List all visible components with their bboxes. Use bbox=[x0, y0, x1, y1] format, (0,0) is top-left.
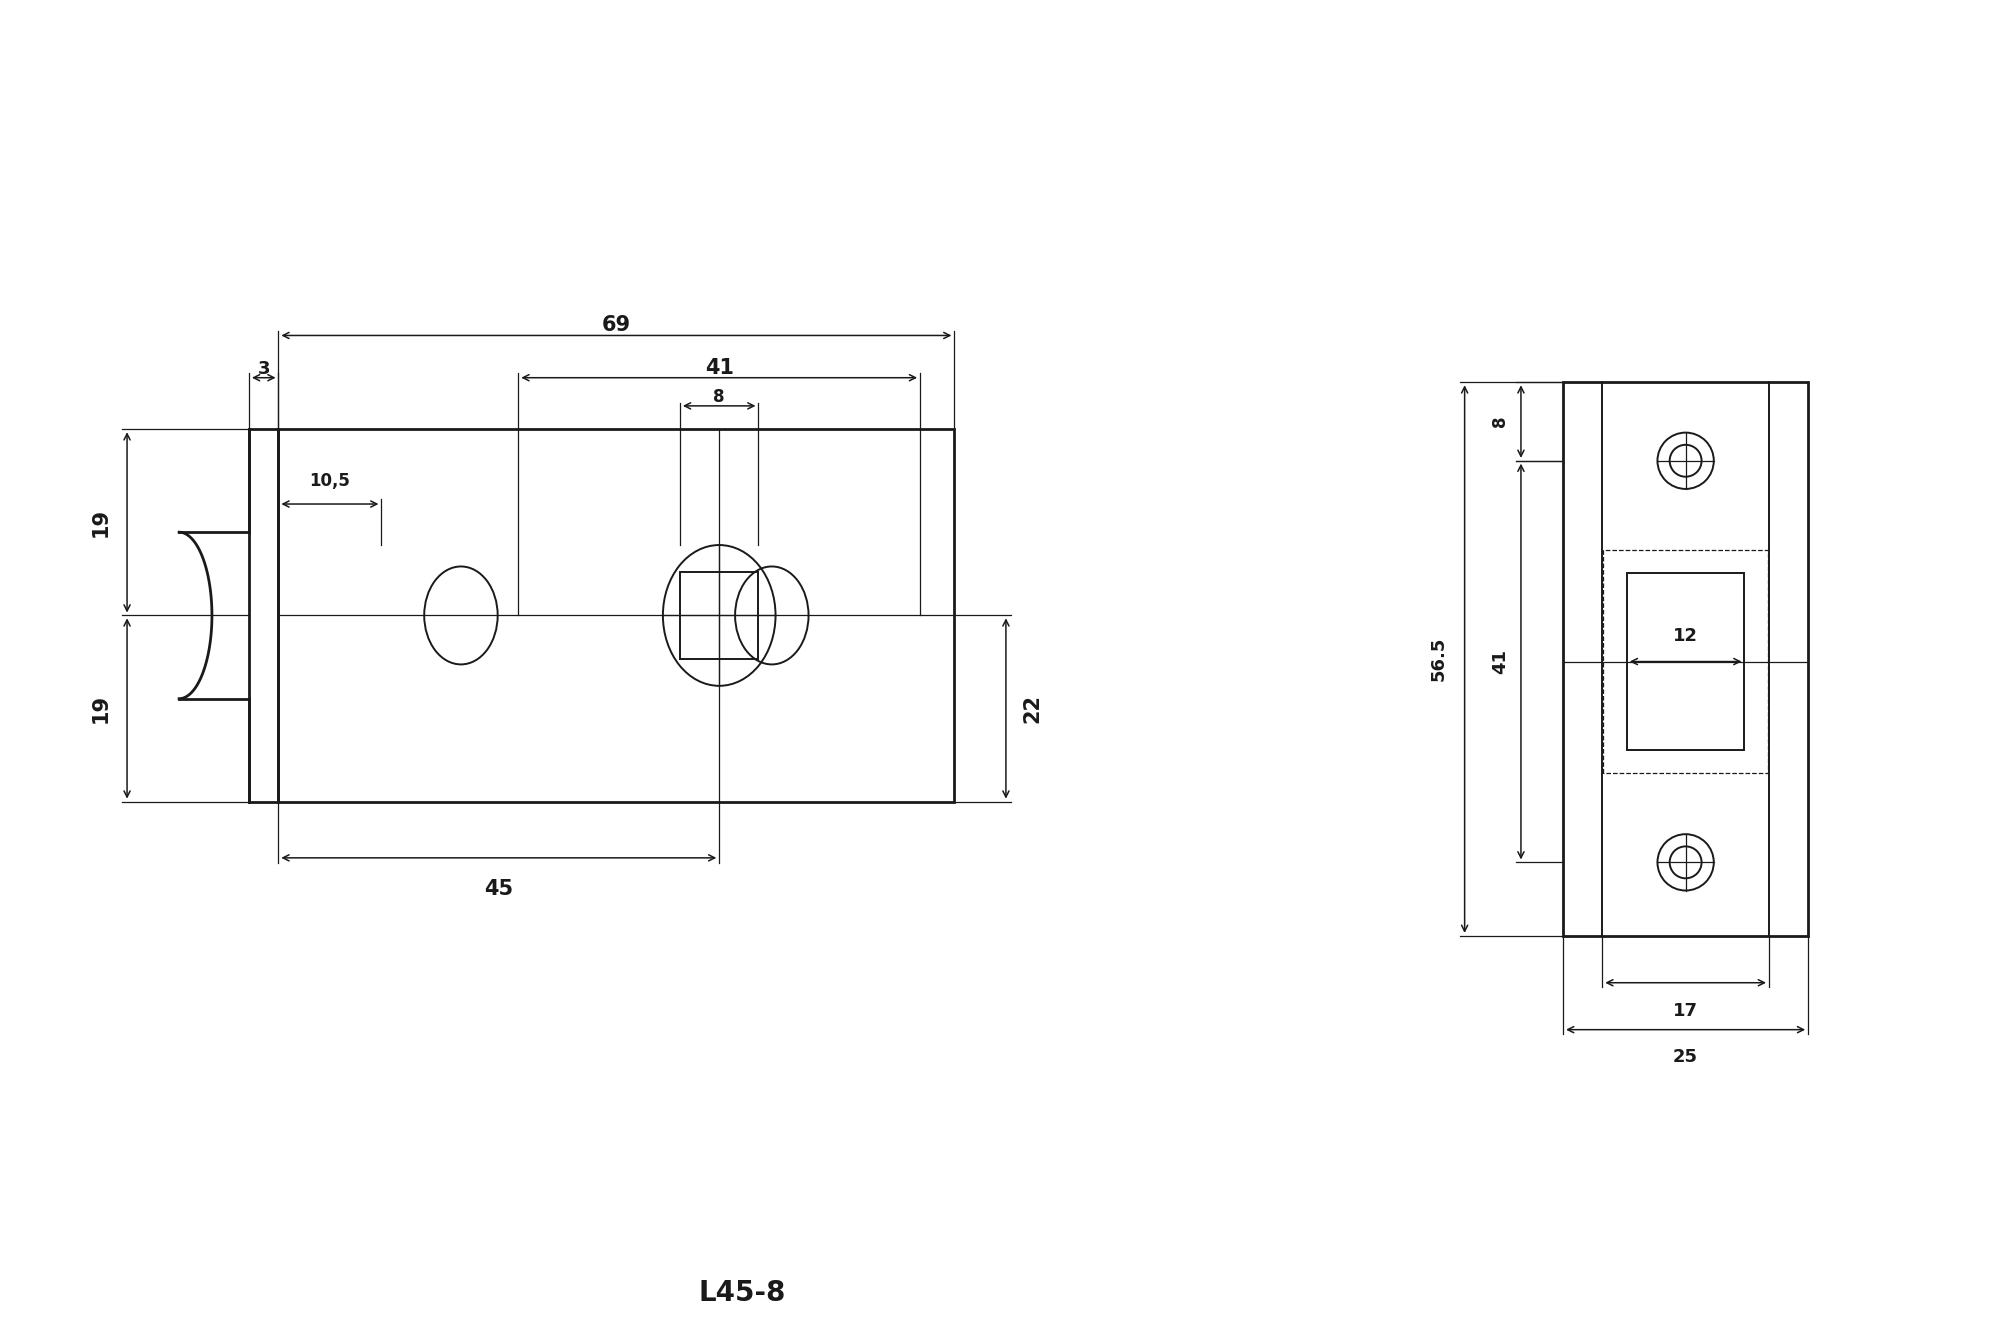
Text: 41: 41 bbox=[704, 357, 734, 377]
Text: 69: 69 bbox=[602, 316, 630, 336]
Text: 19: 19 bbox=[90, 507, 110, 537]
Text: L45-8: L45-8 bbox=[698, 1279, 786, 1307]
Text: 10,5: 10,5 bbox=[310, 471, 350, 490]
Text: 41: 41 bbox=[1492, 649, 1510, 675]
Text: 8: 8 bbox=[714, 388, 724, 406]
Text: 22: 22 bbox=[1022, 695, 1042, 722]
Text: 17: 17 bbox=[1674, 1001, 1698, 1020]
Text: 25: 25 bbox=[1674, 1048, 1698, 1066]
Text: 19: 19 bbox=[90, 695, 110, 722]
Text: 12: 12 bbox=[1674, 627, 1698, 644]
Text: 45: 45 bbox=[484, 879, 514, 899]
Text: 3: 3 bbox=[258, 360, 270, 377]
Text: 8: 8 bbox=[1492, 416, 1510, 428]
Text: 56.5: 56.5 bbox=[1430, 637, 1448, 681]
